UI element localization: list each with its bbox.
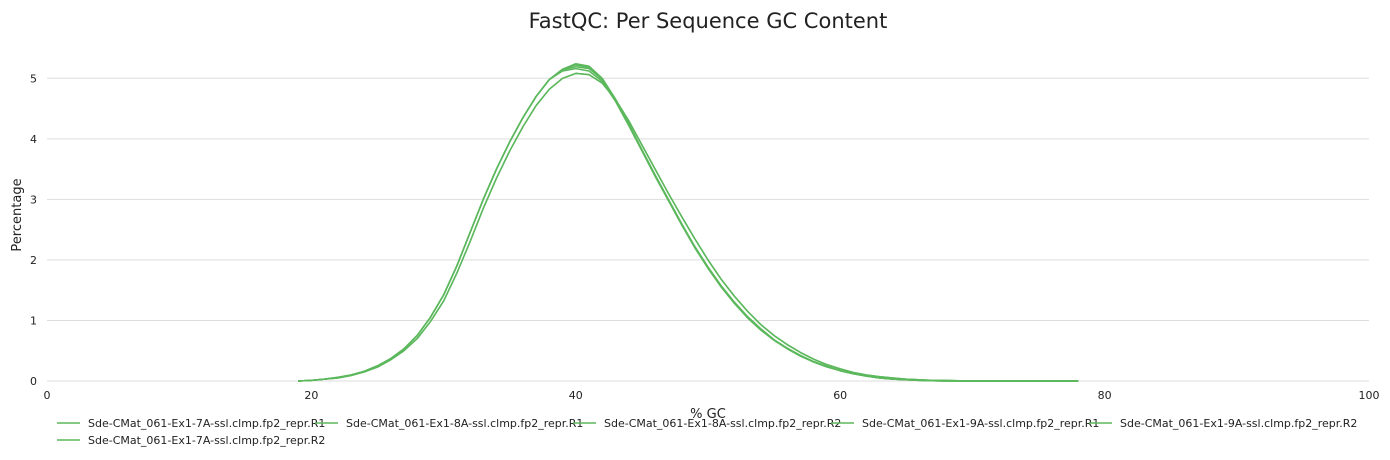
legend-item[interactable]: Sde-CMat_061-Ex1-9A-ssl.clmp.fp2_repr.R1 <box>831 417 1099 430</box>
y-tick-label: 5 <box>30 72 37 85</box>
x-axis-ticks: 0 20 40 60 80 100 <box>44 389 1380 402</box>
y-tick-label: 4 <box>30 133 37 146</box>
y-tick-label: 0 <box>30 375 37 388</box>
legend-label: Sde-CMat_061-Ex1-9A-ssl.clmp.fp2_repr.R2 <box>1120 417 1357 430</box>
y-tick-label: 2 <box>30 254 37 267</box>
series-lines <box>298 62 1079 382</box>
chart-title: FastQC: Per Sequence GC Content <box>529 9 888 33</box>
series-line-3 <box>298 67 1079 382</box>
y-tick-label: 1 <box>30 314 37 327</box>
series-line-1 <box>298 64 1079 382</box>
y-axis-ticks: 0 1 2 3 4 5 <box>30 72 37 388</box>
x-tick-label: 20 <box>304 389 318 402</box>
legend-item[interactable]: Sde-CMat_061-Ex1-7A-ssl.clmp.fp2_repr.R1 <box>57 417 325 430</box>
legend[interactable]: Sde-CMat_061-Ex1-7A-ssl.clmp.fp2_repr.R1… <box>57 417 1357 447</box>
x-tick-label: 80 <box>1098 389 1112 402</box>
legend-label: Sde-CMat_061-Ex1-8A-ssl.clmp.fp2_repr.R2 <box>604 417 841 430</box>
x-tick-label: 100 <box>1359 389 1380 402</box>
legend-label: Sde-CMat_061-Ex1-7A-ssl.clmp.fp2_repr.R1 <box>88 417 325 430</box>
grid-lines <box>47 77 1369 321</box>
legend-label: Sde-CMat_061-Ex1-7A-ssl.clmp.fp2_repr.R2 <box>88 434 325 447</box>
legend-label: Sde-CMat_061-Ex1-9A-ssl.clmp.fp2_repr.R1 <box>862 417 1099 430</box>
y-axis-label: Percentage <box>10 178 25 251</box>
y-tick-label: 3 <box>30 193 37 206</box>
x-axis-label: % GC <box>690 407 726 422</box>
series-line-6 <box>298 72 1079 382</box>
series-line-2 <box>298 62 1079 382</box>
legend-item[interactable]: Sde-CMat_061-Ex1-8A-ssl.clmp.fp2_repr.R1 <box>315 417 583 430</box>
x-tick-label: 60 <box>833 389 847 402</box>
legend-item[interactable]: Sde-CMat_061-Ex1-8A-ssl.clmp.fp2_repr.R2 <box>573 417 841 430</box>
x-tick-label: 40 <box>569 389 583 402</box>
legend-label: Sde-CMat_061-Ex1-8A-ssl.clmp.fp2_repr.R1 <box>346 417 583 430</box>
series-line-4 <box>298 66 1079 382</box>
legend-item[interactable]: Sde-CMat_061-Ex1-7A-ssl.clmp.fp2_repr.R2 <box>57 434 325 447</box>
x-tick-label: 0 <box>44 389 51 402</box>
legend-item[interactable]: Sde-CMat_061-Ex1-9A-ssl.clmp.fp2_repr.R2 <box>1089 417 1357 430</box>
